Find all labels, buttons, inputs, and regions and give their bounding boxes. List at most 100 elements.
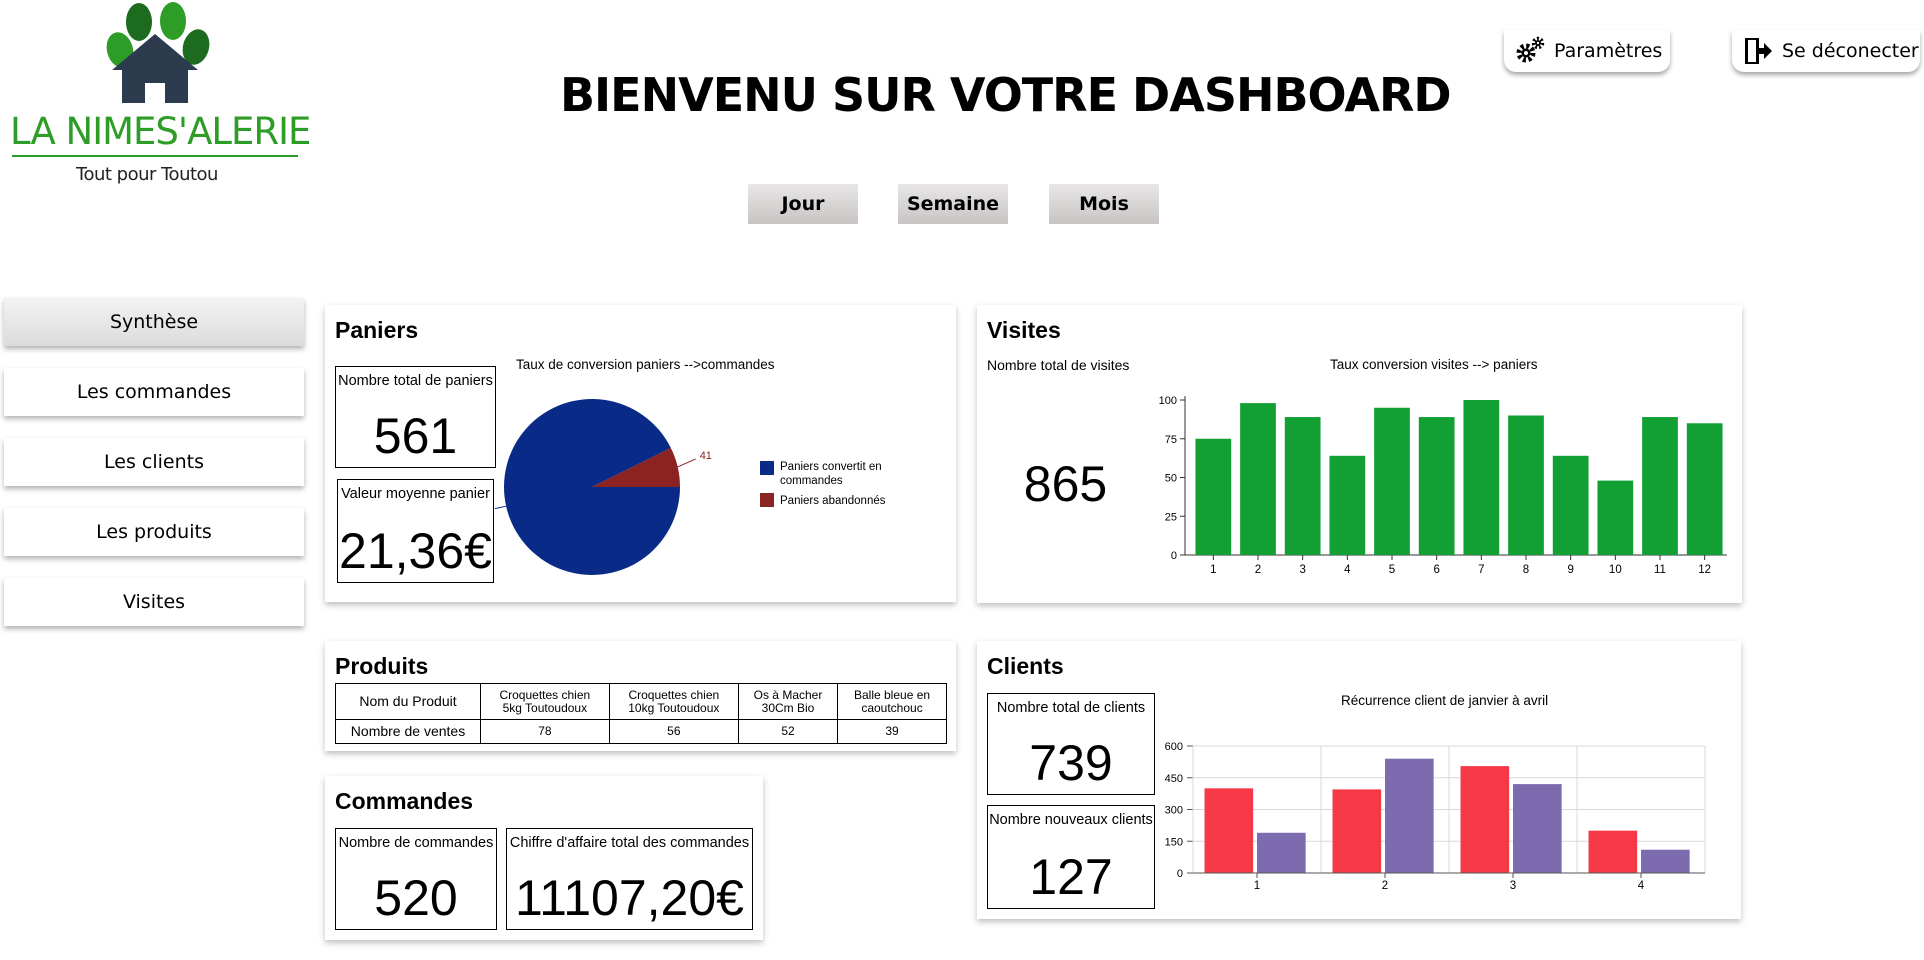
bar bbox=[1418, 417, 1455, 555]
brand-underline bbox=[12, 155, 298, 157]
settings-button[interactable]: Paramètres bbox=[1504, 30, 1670, 72]
visites-title: Visites bbox=[987, 317, 1061, 343]
commandes-count-box: Nombre de commandes 520 bbox=[335, 828, 497, 930]
bar bbox=[1460, 766, 1510, 873]
bar bbox=[1374, 407, 1410, 555]
sidebar-item-clients[interactable]: Les clients bbox=[4, 438, 304, 486]
x-tick-label: 3 bbox=[1299, 564, 1305, 576]
pie-leader-line bbox=[677, 458, 696, 468]
legend-label: Paniers abandonnés bbox=[780, 495, 886, 507]
legend-swatch bbox=[760, 493, 774, 507]
brand-tagline: Tout pour Toutou bbox=[76, 164, 218, 185]
bar bbox=[1204, 788, 1254, 873]
x-tick-label: 1 bbox=[1254, 880, 1260, 892]
bar bbox=[1597, 480, 1634, 555]
pie-chart: 41520Paniers convertit encommandesPanier… bbox=[495, 398, 886, 575]
sidebar-item-produits[interactable]: Les produits bbox=[4, 508, 304, 556]
bar bbox=[1552, 455, 1589, 555]
period-week-button[interactable]: Semaine bbox=[898, 184, 1008, 224]
x-tick-label: 1 bbox=[1210, 564, 1216, 576]
paw-house-icon bbox=[106, 2, 210, 103]
pie-chart-title: Taux de conversion paniers -->commandes bbox=[516, 357, 775, 372]
sidebar-item-commandes[interactable]: Les commandes bbox=[4, 368, 304, 416]
bar bbox=[1332, 789, 1382, 873]
paniers-avg-value: 21,36€ bbox=[339, 523, 492, 579]
x-tick-label: 12 bbox=[1698, 564, 1711, 576]
x-tick-label: 5 bbox=[1389, 564, 1395, 576]
legend-label: Paniers convertit en bbox=[780, 461, 882, 473]
bar bbox=[1284, 417, 1321, 555]
bar bbox=[1385, 758, 1434, 873]
paniers-total-box: Nombre total de paniers 561 bbox=[335, 366, 496, 468]
y-tick-label: 75 bbox=[1165, 434, 1177, 446]
logo bbox=[0, 0, 310, 200]
legend-swatch bbox=[760, 461, 774, 475]
period-month-button[interactable]: Mois bbox=[1049, 184, 1159, 224]
clients-new-label: Nombre nouveaux clients bbox=[989, 812, 1153, 828]
commandes-count-label: Nombre de commandes bbox=[338, 835, 494, 851]
bar bbox=[1642, 417, 1678, 555]
logout-label: Se déconecter bbox=[1782, 40, 1919, 62]
sign-out-icon bbox=[1745, 38, 1772, 64]
y-tick-label: 100 bbox=[1159, 395, 1177, 407]
sidebar-item-visites[interactable]: Visites bbox=[4, 578, 304, 626]
x-tick-label: 2 bbox=[1255, 564, 1261, 576]
clients-total-value: 739 bbox=[1029, 735, 1113, 791]
brand-name: LA NIMES'ALERIE bbox=[10, 110, 311, 153]
x-tick-label: 11 bbox=[1654, 564, 1666, 576]
period-day-button[interactable]: Jour bbox=[748, 184, 858, 224]
y-tick-label: 600 bbox=[1165, 741, 1183, 753]
page-title: BIENVENU SUR VOTRE DASHBOARD bbox=[560, 68, 1452, 122]
table-header-nom: Nom du Produit bbox=[335, 683, 481, 720]
y-tick-label: 150 bbox=[1165, 836, 1183, 848]
x-tick-label: 4 bbox=[1344, 564, 1351, 576]
sidebar-item-synthese[interactable]: Synthèse bbox=[4, 298, 304, 346]
clients-total-box: Nombre total de clients 739 bbox=[987, 693, 1155, 795]
y-tick-label: 450 bbox=[1165, 773, 1183, 785]
commandes-revenue-label: Chiffre d'affaire total des commandes bbox=[509, 835, 750, 851]
product-sales-cell: 56 bbox=[608, 719, 739, 744]
bar bbox=[1257, 832, 1306, 873]
bar bbox=[1463, 400, 1500, 555]
visites-total-value: 865 bbox=[1023, 456, 1108, 512]
y-tick-label: 0 bbox=[1177, 868, 1183, 880]
table-row: Nombre de ventes 78 56 52 39 bbox=[335, 719, 947, 744]
clients-bar-chart: 0 150 300 450 600 1 2 3 4 bbox=[1165, 741, 1706, 892]
clients-chart-title: Récurrence client de janvier à avril bbox=[1341, 693, 1549, 708]
pie-data-label: 41 bbox=[700, 450, 712, 462]
bar bbox=[1508, 415, 1544, 555]
product-name-cell: Croquettes chien 5kg Toutoudoux bbox=[480, 683, 610, 720]
logout-button[interactable]: Se déconecter bbox=[1732, 30, 1920, 72]
x-tick-label: 6 bbox=[1433, 564, 1439, 576]
bar bbox=[1588, 830, 1638, 873]
y-tick-label: 300 bbox=[1165, 805, 1183, 817]
bar bbox=[1240, 403, 1276, 555]
product-name-cell: Balle bleue en caoutchouc bbox=[837, 683, 947, 720]
x-tick-label: 10 bbox=[1609, 564, 1622, 576]
table-header-ventes: Nombre de ventes bbox=[335, 719, 481, 744]
y-tick-label: 50 bbox=[1165, 473, 1177, 485]
commandes-revenue-value: 11107,20€ bbox=[515, 870, 744, 926]
bar bbox=[1329, 455, 1366, 555]
bar bbox=[1195, 438, 1232, 555]
pie-leader-line bbox=[495, 505, 507, 510]
produits-card: Produits Nom du Produit Croquettes chien… bbox=[325, 641, 956, 751]
x-tick-label: 8 bbox=[1523, 564, 1529, 576]
table-row: Nom du Produit Croquettes chien 5kg Touto… bbox=[335, 683, 947, 720]
gears-icon bbox=[1516, 36, 1545, 63]
x-tick-label: 7 bbox=[1478, 564, 1484, 576]
clients-card: Clients Nombre total de clients 739 Nomb… bbox=[977, 641, 1741, 919]
commandes-title: Commandes bbox=[335, 788, 474, 814]
visites-card: Visites Nombre total de visites 865 Taux… bbox=[977, 305, 1742, 603]
bar bbox=[1686, 423, 1723, 555]
bar bbox=[1641, 849, 1690, 873]
clients-new-box: Nombre nouveaux clients 127 bbox=[987, 805, 1155, 909]
commandes-revenue-box: Chiffre d'affaire total des commandes 11… bbox=[506, 828, 753, 930]
product-sales-cell: 39 bbox=[837, 719, 947, 744]
y-tick-label: 0 bbox=[1171, 550, 1177, 562]
clients-title: Clients bbox=[987, 653, 1064, 679]
y-tick-label: 25 bbox=[1165, 511, 1177, 523]
paniers-total-value: 561 bbox=[373, 408, 458, 464]
paniers-title: Paniers bbox=[335, 317, 419, 343]
pie-slice bbox=[592, 447, 680, 487]
